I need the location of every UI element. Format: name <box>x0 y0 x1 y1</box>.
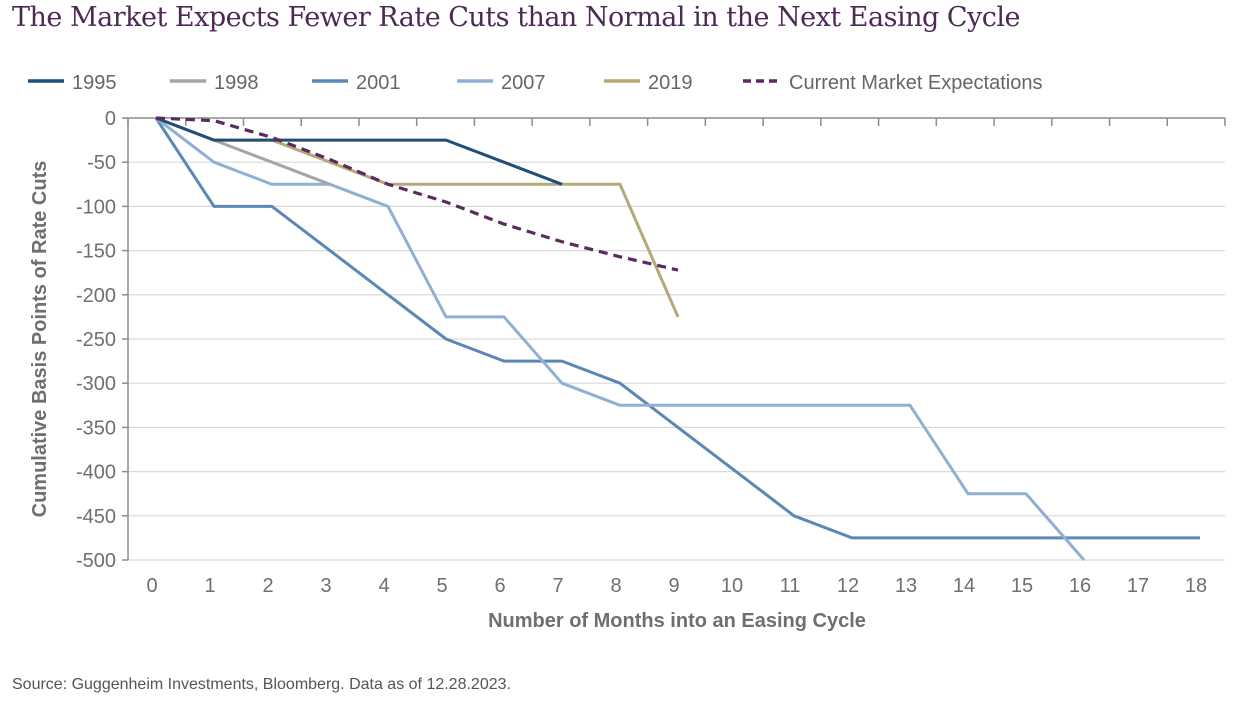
y-tick-label: -500 <box>76 550 116 572</box>
axes <box>122 117 1226 561</box>
x-tick-label: 4 <box>378 575 389 597</box>
x-tick-label: 14 <box>953 575 975 597</box>
x-tick-label: 18 <box>1185 575 1207 597</box>
y-tick-label: -450 <box>76 506 116 528</box>
legend-label: 2019 <box>648 72 693 94</box>
y-tick-label: -400 <box>76 462 116 484</box>
x-axis-title: Number of Months into an Easing Cycle <box>488 610 866 632</box>
tick-labels: 0 -50 -100 -150 -200 -250 -300 -350 -400 -450 -500… <box>76 108 1207 597</box>
series-line-1995 <box>155 116 563 186</box>
y-tick-label: -100 <box>76 196 116 218</box>
y-tick-label: -300 <box>76 373 116 395</box>
y-tick-label: -350 <box>76 417 116 439</box>
x-tick-label: 5 <box>436 575 447 597</box>
x-tick-label: 2 <box>262 575 273 597</box>
x-tick-label: 8 <box>610 575 621 597</box>
x-tick-label: 6 <box>494 575 505 597</box>
legend: 1995 1998 2001 2007 2019 Current Market Expec… <box>28 72 1042 94</box>
x-tick-label: 16 <box>1069 575 1091 597</box>
source-note: Source: Guggenheim Investments, Bloomber… <box>12 676 511 693</box>
x-tick-label: 13 <box>895 575 917 597</box>
x-tick-label: 7 <box>552 575 563 597</box>
series-line-2001 <box>154 117 1200 540</box>
x-tick-label: 17 <box>1127 575 1149 597</box>
series-lines <box>154 116 1200 561</box>
x-tick-label: 3 <box>320 575 331 597</box>
y-tick-label: -150 <box>76 241 116 263</box>
series-line-current-market-expectations <box>155 116 679 272</box>
y-axis-title: Cumulative Basis Points of Rate Cuts <box>29 161 51 518</box>
y-tick-label: -50 <box>87 152 116 174</box>
x-tick-label: 9 <box>668 575 679 597</box>
x-tick-label: 0 <box>146 575 157 597</box>
line-chart: 1995 1998 2001 2007 2019 Current Market Expec… <box>28 72 1226 632</box>
series-line-2007 <box>155 116 1086 561</box>
y-tick-label: 0 <box>105 108 116 130</box>
y-tick-label: -250 <box>76 329 116 351</box>
gridlines <box>128 161 1225 561</box>
legend-label: 2001 <box>356 72 401 94</box>
x-tick-label: 10 <box>721 575 743 597</box>
x-tick-label: 11 <box>780 575 801 597</box>
legend-label: 1998 <box>214 72 259 94</box>
legend-label: 1995 <box>72 72 117 94</box>
legend-label: Current Market Expectations <box>789 72 1042 94</box>
x-tick-label: 1 <box>204 575 215 597</box>
y-tick-label: -200 <box>76 285 116 307</box>
chart-title: The Market Expects Fewer Rate Cuts than … <box>12 2 1020 33</box>
x-tick-label: 15 <box>1011 575 1033 597</box>
legend-label: 2007 <box>501 72 546 94</box>
x-tick-label: 12 <box>837 575 859 597</box>
